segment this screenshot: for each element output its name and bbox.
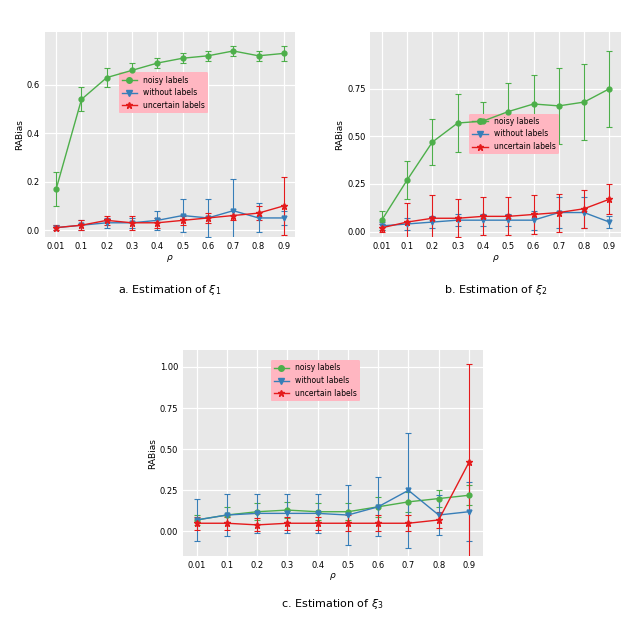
Y-axis label: RABias: RABias: [15, 119, 24, 150]
Legend: noisy labels, without labels, uncertain labels: noisy labels, without labels, uncertain …: [271, 360, 360, 401]
Y-axis label: RABias: RABias: [335, 119, 344, 150]
X-axis label: $\rho$: $\rho$: [492, 253, 499, 264]
X-axis label: $\rho$: $\rho$: [329, 571, 337, 583]
Y-axis label: RABias: RABias: [148, 438, 157, 469]
Text: a. Estimation of $\xi_1$: a. Estimation of $\xi_1$: [118, 283, 221, 296]
Text: c. Estimation of $\xi_3$: c. Estimation of $\xi_3$: [282, 597, 384, 611]
Legend: noisy labels, without labels, uncertain labels: noisy labels, without labels, uncertain …: [119, 73, 208, 113]
Legend: noisy labels, without labels, uncertain labels: noisy labels, without labels, uncertain …: [469, 114, 559, 154]
X-axis label: $\rho$: $\rho$: [166, 253, 174, 264]
Text: b. Estimation of $\xi_2$: b. Estimation of $\xi_2$: [444, 283, 547, 296]
